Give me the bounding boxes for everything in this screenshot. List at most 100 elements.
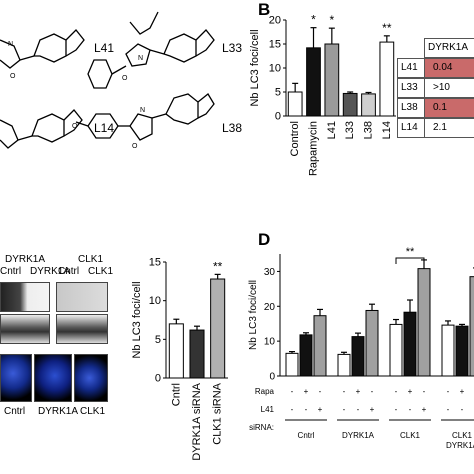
bar	[342, 92, 358, 117]
y-tick-label: 10	[264, 337, 276, 348]
group-label: Cntrl	[298, 431, 315, 440]
bar	[469, 276, 474, 377]
compound-label-l41: L41	[94, 41, 115, 55]
sign-marker: -	[319, 387, 322, 396]
sign-marker: -	[343, 387, 346, 396]
significance-marker: **	[213, 259, 223, 273]
svg-text:O: O	[132, 143, 138, 150]
compound-label-l33: L33	[222, 41, 243, 55]
chart-c: 0 5 10 15 Nb LC3 foci/cell Cntrl DYRK1A siRNA *…	[131, 257, 228, 461]
y-axis-label: Nb LC3 foci/cell	[131, 281, 143, 358]
y-tick-label: 20	[269, 15, 281, 27]
bar	[361, 93, 376, 117]
western-blot-loading-right	[56, 314, 108, 344]
group-label: CLK1	[400, 431, 421, 440]
bar	[441, 324, 455, 377]
blot-header-clk1: CLK1	[78, 254, 104, 265]
chart-d: 0 10 20 30 Nb LC3 foci/cell ** Rapa - + - - + - - + - - +…	[248, 246, 474, 450]
table-row-value: 0.04	[424, 58, 474, 78]
group-label: DYRK1A	[446, 441, 474, 450]
sign-marker: -	[305, 405, 308, 414]
x-tick-label: DYRK1A siRNA	[191, 382, 203, 460]
y-tick-label: 5	[275, 87, 281, 99]
x-tick-label: Control	[289, 121, 301, 156]
microscopy-image-cntrl	[0, 354, 32, 402]
microscopy-image-dyrk1a	[34, 354, 72, 402]
chart-b: 0 5 10 15 20 Nb LC3 foci/cell Control * Rapamyci…	[249, 13, 396, 176]
y-tick-label: 10	[269, 63, 281, 75]
y-tick-label: 15	[269, 39, 281, 51]
svg-text:O: O	[122, 75, 128, 82]
y-tick-label: 0	[275, 111, 281, 123]
significance-marker: *	[311, 13, 316, 27]
x-tick-label: L33	[344, 121, 356, 139]
table-row-name: L38	[397, 98, 425, 118]
bar	[306, 47, 321, 117]
significance-bracket	[395, 257, 425, 264]
western-blot-dyrk1a	[0, 282, 50, 312]
sign-marker: -	[409, 405, 412, 414]
sign-marker: +	[422, 405, 427, 414]
sign-marker: -	[447, 405, 450, 414]
sign-marker: +	[370, 405, 375, 414]
bar	[455, 325, 469, 377]
y-axis-label: Nb LC3 foci/cell	[248, 280, 259, 350]
bar	[287, 91, 303, 117]
sign-marker: +	[408, 387, 413, 396]
y-tick-label: 0	[269, 372, 275, 383]
compound-label-l14: L14	[94, 121, 115, 135]
bar	[417, 268, 431, 377]
sign-marker: +	[318, 405, 323, 414]
bar	[210, 278, 226, 379]
svg-text:N: N	[138, 55, 143, 62]
table-row-name: L41	[397, 58, 425, 78]
y-tick-label: 0	[155, 373, 161, 385]
lane-label-dyrk1a: DYRK1A	[30, 266, 71, 277]
y-tick-label: 30	[264, 267, 276, 278]
sign-marker: -	[371, 387, 374, 396]
bar	[189, 329, 205, 379]
x-tick-label: L41	[326, 121, 338, 139]
microscopy-image-clk1	[74, 354, 108, 402]
table-header: DYRK1A	[424, 38, 474, 58]
significance-marker: **	[406, 246, 415, 258]
lane-label-cntrl-right: Cntrl	[58, 266, 80, 277]
micro-label-cntrl: Cntrl	[4, 406, 26, 417]
bar	[324, 43, 340, 117]
significance-marker: **	[382, 21, 392, 35]
sign-marker: -	[461, 405, 464, 414]
x-tick-label: Rapamycin	[308, 121, 320, 176]
bar	[389, 323, 403, 377]
bar	[351, 336, 365, 377]
sign-marker: -	[447, 387, 450, 396]
table-row-value: >10	[424, 78, 474, 98]
bar	[403, 311, 417, 377]
micro-label-dyrk1a: DYRK1A	[38, 406, 79, 417]
blot-header-dyrk1a: DYRK1A	[5, 254, 46, 265]
y-tick-label: 15	[149, 257, 161, 269]
sign-marker: -	[423, 387, 426, 396]
bar	[285, 352, 299, 377]
x-tick-label: L38	[363, 121, 375, 139]
sign-marker: +	[304, 387, 309, 396]
row-label: Rapa	[255, 387, 275, 396]
sign-marker: -	[291, 387, 294, 396]
table-row-value: 2.1	[424, 118, 474, 138]
group-label: DYRK1A	[342, 431, 375, 440]
sign-marker: +	[356, 387, 361, 396]
significance-marker: *	[329, 13, 334, 27]
bar	[168, 323, 184, 379]
lane-label-cntrl-left: Cntrl	[0, 266, 22, 277]
sign-marker: -	[343, 405, 346, 414]
svg-text:O: O	[10, 73, 16, 80]
bar	[379, 41, 395, 117]
x-tick-label: CLK1 siRNA	[212, 382, 224, 444]
western-blot-loading-left	[0, 314, 50, 344]
x-tick-label: Cntrl	[170, 383, 182, 406]
bar	[313, 315, 327, 377]
micro-label-clk1: CLK1	[80, 406, 106, 417]
sign-marker: -	[291, 405, 294, 414]
bar	[299, 334, 313, 377]
table-row-name: L14	[397, 118, 425, 138]
table-row-name: L33	[397, 78, 425, 98]
